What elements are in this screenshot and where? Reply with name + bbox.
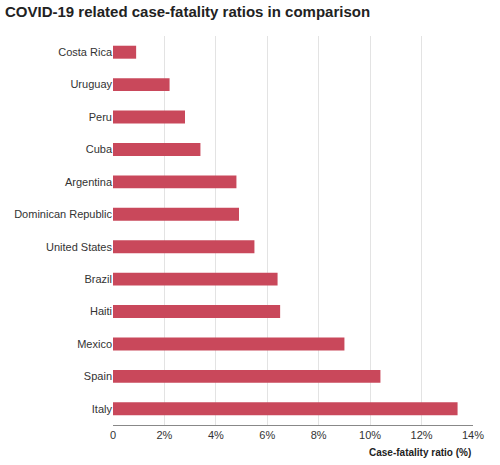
svg-text:Haiti: Haiti xyxy=(90,305,112,317)
svg-text:Italy: Italy xyxy=(92,403,113,415)
svg-text:12%: 12% xyxy=(411,429,433,441)
svg-text:Uruguay: Uruguay xyxy=(70,78,112,90)
svg-text:6%: 6% xyxy=(259,429,275,441)
svg-text:Case-fatality ratio (%): Case-fatality ratio (%) xyxy=(369,447,471,458)
svg-text:Dominican Republic: Dominican Republic xyxy=(14,208,112,220)
svg-text:Mexico: Mexico xyxy=(77,338,112,350)
svg-text:2%: 2% xyxy=(156,429,172,441)
svg-text:Brazil: Brazil xyxy=(84,273,112,285)
svg-text:Argentina: Argentina xyxy=(65,176,113,188)
svg-text:Costa Rica: Costa Rica xyxy=(58,46,113,58)
svg-text:Peru: Peru xyxy=(89,111,112,123)
svg-text:COVID-19 related case-fatality: COVID-19 related case-fatality ratios in… xyxy=(5,3,370,20)
svg-text:Cuba: Cuba xyxy=(86,143,113,155)
svg-text:8%: 8% xyxy=(311,429,327,441)
svg-text:4%: 4% xyxy=(208,429,224,441)
svg-text:United States: United States xyxy=(46,241,113,253)
svg-text:14%: 14% xyxy=(462,429,484,441)
svg-text:10%: 10% xyxy=(359,429,381,441)
svg-text:0: 0 xyxy=(110,429,116,441)
svg-text:Spain: Spain xyxy=(84,370,112,382)
